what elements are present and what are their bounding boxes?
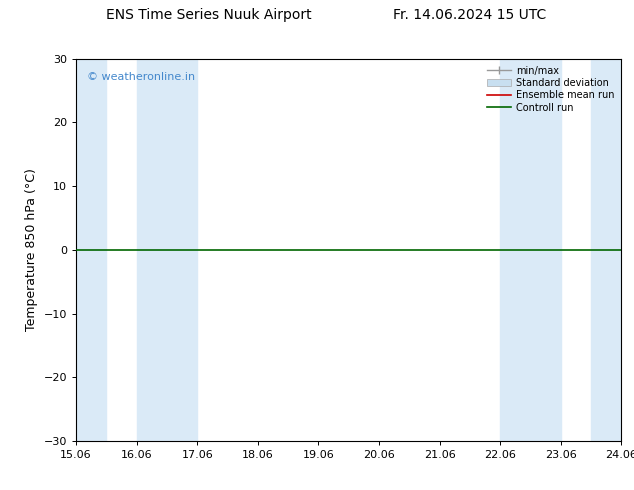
Y-axis label: Temperature 850 hPa (°C): Temperature 850 hPa (°C) (25, 169, 38, 331)
Text: Fr. 14.06.2024 15 UTC: Fr. 14.06.2024 15 UTC (392, 8, 546, 22)
Bar (76, 59, 107, 441)
Bar (500, 59, 560, 441)
Text: © weatheronline.in: © weatheronline.in (87, 72, 195, 82)
Text: ENS Time Series Nuuk Airport: ENS Time Series Nuuk Airport (107, 8, 312, 22)
Bar (591, 59, 621, 441)
Legend: min/max, Standard deviation, Ensemble mean run, Controll run: min/max, Standard deviation, Ensemble me… (485, 64, 616, 115)
Bar (137, 59, 197, 441)
